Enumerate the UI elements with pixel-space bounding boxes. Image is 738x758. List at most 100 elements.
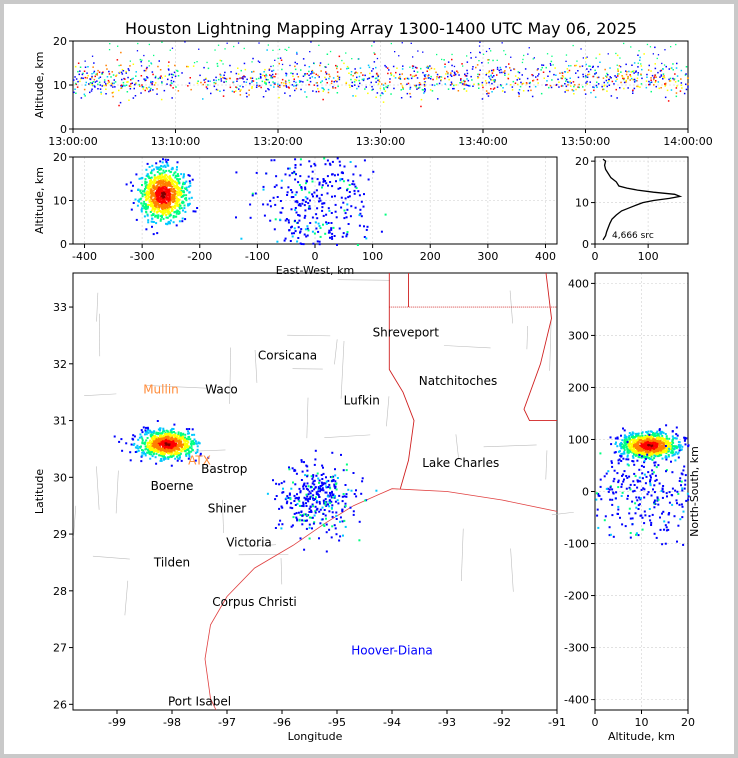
source-point: [334, 474, 337, 477]
source-point: [207, 67, 210, 70]
source-point: [318, 240, 321, 243]
source-point: [423, 74, 426, 76]
source-point: [178, 441, 181, 443]
source-point: [313, 514, 316, 517]
source-point: [335, 180, 337, 183]
place-label: Waco: [205, 382, 237, 396]
source-point: [414, 84, 416, 87]
source-point: [332, 87, 334, 89]
source-point: [638, 50, 640, 52]
source-point: [185, 199, 188, 202]
source-point: [334, 210, 337, 213]
source-point: [322, 90, 324, 92]
source-point: [655, 478, 658, 481]
source-point: [343, 519, 346, 522]
source-point: [343, 217, 346, 220]
source-point: [193, 438, 196, 441]
source-point: [179, 448, 182, 451]
source-point: [293, 170, 296, 173]
place-label: Lake Charles: [422, 456, 499, 470]
source-point: [299, 230, 302, 233]
source-point: [445, 73, 447, 75]
source-point: [255, 86, 258, 88]
source-point: [178, 212, 181, 214]
source-point: [635, 533, 637, 536]
source-point: [314, 164, 317, 167]
y-axis-label: Altitude, km: [33, 167, 46, 234]
source-point: [170, 182, 173, 185]
source-point: [162, 211, 164, 214]
source-point: [190, 196, 193, 199]
source-point: [175, 224, 178, 227]
source-point: [150, 451, 153, 454]
source-point: [336, 157, 339, 160]
x-tick-label: 0: [592, 250, 599, 263]
source-point: [325, 531, 328, 534]
source-point: [149, 429, 151, 432]
source-point: [671, 430, 674, 433]
source-point: [126, 91, 129, 93]
source-point: [318, 487, 320, 490]
source-point: [349, 161, 352, 163]
source-point: [293, 469, 296, 472]
source-point: [401, 68, 404, 70]
source-point: [305, 502, 307, 505]
source-point: [662, 68, 664, 70]
source-point: [83, 93, 86, 96]
source-point: [147, 186, 150, 189]
source-point: [635, 71, 637, 73]
source-point: [134, 198, 137, 201]
source-point: [324, 76, 326, 79]
source-point: [308, 160, 311, 163]
source-point: [165, 185, 168, 187]
source-point: [641, 451, 644, 454]
source-point: [141, 195, 144, 198]
y-axis-label: Altitude, km: [33, 51, 46, 118]
source-point: [650, 430, 653, 433]
source-point: [640, 442, 643, 445]
source-point: [151, 445, 154, 447]
source-point: [177, 180, 180, 183]
source-point: [122, 81, 125, 84]
source-point: [158, 172, 161, 175]
source-point: [527, 89, 530, 92]
source-point: [412, 65, 415, 68]
source-point: [331, 173, 333, 176]
source-point: [330, 222, 333, 224]
source-point: [164, 166, 167, 168]
source-point: [89, 82, 92, 84]
source-point: [137, 447, 140, 450]
source-point: [648, 442, 651, 445]
source-point: [636, 445, 639, 448]
source-point: [169, 182, 172, 185]
source-point: [99, 76, 102, 78]
county-line: [549, 320, 552, 371]
source-point: [280, 211, 283, 214]
source-point: [335, 533, 338, 536]
source-point: [496, 86, 499, 88]
source-point: [416, 77, 419, 79]
source-point: [603, 84, 606, 86]
source-point: [455, 84, 457, 86]
source-point: [154, 82, 157, 84]
source-point: [399, 73, 401, 76]
source-point: [581, 65, 584, 67]
source-point: [545, 84, 547, 86]
source-point: [157, 210, 160, 213]
source-point: [550, 64, 552, 66]
source-point: [325, 71, 327, 73]
source-point: [306, 197, 309, 200]
source-point: [147, 450, 150, 453]
source-point: [235, 86, 237, 88]
source-point: [184, 182, 186, 185]
source-point: [594, 73, 596, 75]
source-point: [147, 203, 150, 206]
source-point: [664, 455, 667, 458]
source-point: [586, 80, 588, 83]
source-point: [626, 454, 629, 457]
source-point: [154, 207, 156, 210]
source-point: [659, 451, 662, 454]
source-point: [171, 166, 174, 169]
source-point: [162, 453, 165, 456]
source-point: [319, 199, 322, 202]
